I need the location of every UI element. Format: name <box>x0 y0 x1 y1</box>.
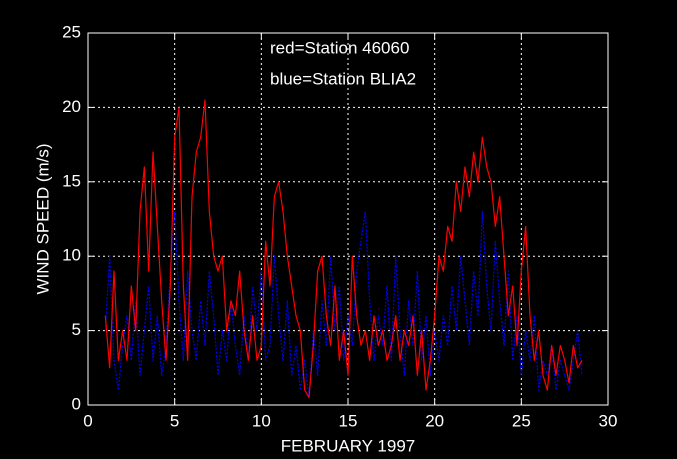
x-tick-label: 0 <box>83 411 92 430</box>
x-axis-label: FEBRUARY 1997 <box>281 436 416 455</box>
y-axis-label: WIND SPEED (m/s) <box>33 143 52 294</box>
x-tick-label: 10 <box>252 411 271 430</box>
x-tick-label: 20 <box>425 411 444 430</box>
y-tick-label: 5 <box>72 320 81 339</box>
x-tick-label: 5 <box>170 411 179 430</box>
y-tick-label: 0 <box>72 394 81 413</box>
y-tick-label: 20 <box>62 97 81 116</box>
legend-label: blue=Station BLIA2 <box>270 69 416 88</box>
data-line <box>104 99 583 399</box>
y-tick-label: 15 <box>62 171 81 190</box>
legend-label: red=Station 46060 <box>270 38 409 57</box>
y-tick-label: 10 <box>62 246 81 265</box>
data-line <box>104 210 583 399</box>
plot-frame <box>87 32 609 406</box>
x-tick-label: 25 <box>512 411 531 430</box>
y-tick-label: 25 <box>62 22 81 41</box>
x-tick-label: 30 <box>599 411 618 430</box>
x-tick-label: 15 <box>339 411 358 430</box>
